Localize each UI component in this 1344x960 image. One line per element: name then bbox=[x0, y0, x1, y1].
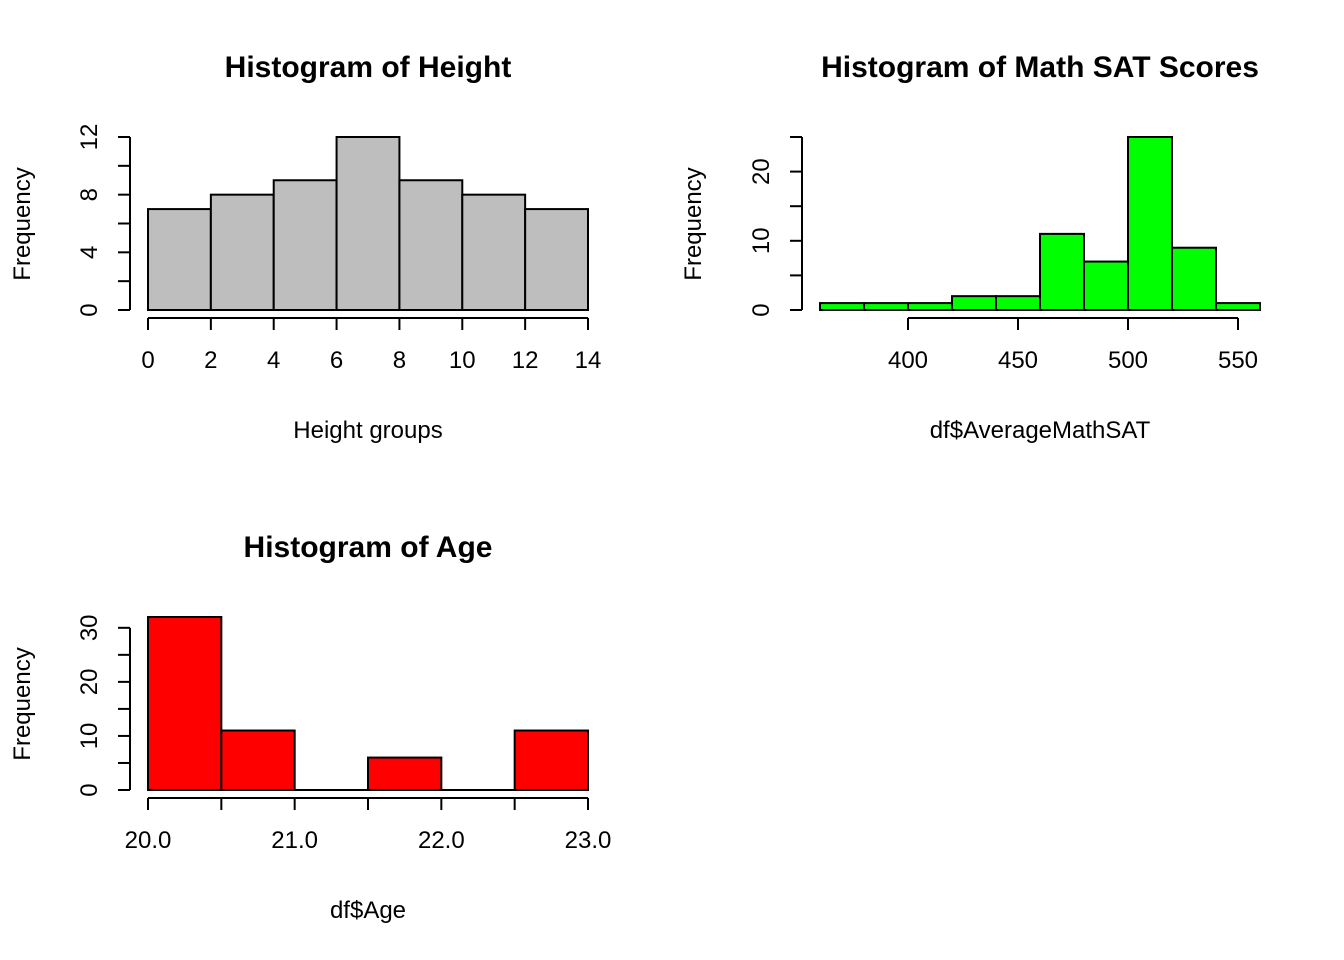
y-tick-label: 10 bbox=[748, 227, 775, 254]
x-tick-label: 10 bbox=[449, 347, 476, 374]
y-tick-label: 12 bbox=[76, 124, 103, 151]
histogram-bar bbox=[209, 193, 275, 312]
histogram-bar bbox=[367, 756, 443, 791]
x-tick-label: 14 bbox=[575, 347, 602, 374]
y-tick-label: 0 bbox=[748, 303, 775, 316]
math-sat-histogram-panel: Histogram of Math SAT Scores df$AverageM… bbox=[680, 51, 1261, 444]
histogram-bar bbox=[272, 179, 338, 311]
x-tick-label: 400 bbox=[888, 347, 928, 374]
y-tick-label: 20 bbox=[76, 669, 103, 696]
y-tick-label: 0 bbox=[76, 303, 103, 316]
histogram-bar bbox=[951, 295, 997, 312]
histogram-bar bbox=[819, 302, 865, 311]
y-axis-label: Frequency bbox=[680, 167, 707, 280]
histogram-bar bbox=[907, 302, 953, 311]
x-tick-label: 22.0 bbox=[418, 827, 465, 854]
chart-title: Histogram of Height bbox=[225, 51, 512, 84]
histogram-bar bbox=[220, 729, 296, 791]
y-axis-label: Frequency bbox=[9, 647, 36, 760]
histogram-bar bbox=[1215, 302, 1261, 311]
x-tick-label: 12 bbox=[512, 347, 539, 374]
x-tick-label: 450 bbox=[998, 347, 1038, 374]
x-tick-label: 550 bbox=[1218, 347, 1258, 374]
x-axis-label: Height groups bbox=[293, 417, 442, 444]
histogram-bar bbox=[147, 616, 223, 791]
histogram-bar bbox=[1127, 136, 1173, 311]
x-tick-label: 6 bbox=[330, 347, 343, 374]
height-histogram-panel: Histogram of Height Height groups Freque… bbox=[9, 51, 601, 444]
histogram-bar bbox=[1083, 260, 1129, 311]
y-tick-label: 0 bbox=[76, 783, 103, 796]
histogram-bar bbox=[1039, 232, 1085, 312]
x-tick-label: 8 bbox=[393, 347, 406, 374]
y-tick-label: 10 bbox=[76, 723, 103, 750]
y-tick-label: 20 bbox=[748, 158, 775, 185]
histogram-bar bbox=[398, 179, 464, 311]
histogram-bar bbox=[524, 208, 590, 311]
histogram-bar bbox=[461, 193, 527, 312]
histogram-bar bbox=[147, 208, 212, 311]
x-tick-label: 21.0 bbox=[271, 827, 318, 854]
histogram-bar bbox=[335, 136, 401, 311]
x-tick-label: 2 bbox=[204, 347, 217, 374]
histogram-bar bbox=[863, 302, 909, 311]
x-tick-label: 4 bbox=[267, 347, 280, 374]
chart-title: Histogram of Math SAT Scores bbox=[821, 51, 1259, 84]
x-tick-label: 500 bbox=[1108, 347, 1148, 374]
histogram-bar bbox=[1171, 246, 1217, 311]
y-axis-label: Frequency bbox=[9, 167, 36, 280]
x-axis-label: df$Age bbox=[330, 897, 406, 924]
x-axis-label: df$AverageMathSAT bbox=[930, 417, 1151, 444]
x-tick-label: 20.0 bbox=[125, 827, 172, 854]
chart-title: Histogram of Age bbox=[244, 531, 493, 564]
histogram-bar bbox=[995, 295, 1041, 312]
x-tick-label: 23.0 bbox=[565, 827, 612, 854]
y-tick-label: 30 bbox=[76, 614, 103, 641]
y-tick-label: 4 bbox=[76, 246, 103, 259]
histogram-bar bbox=[513, 729, 590, 791]
x-tick-label: 0 bbox=[141, 347, 154, 374]
age-histogram-panel: Histogram of Age df$Age Frequency 20.0 21… bbox=[9, 531, 611, 924]
y-tick-label: 8 bbox=[76, 188, 103, 201]
